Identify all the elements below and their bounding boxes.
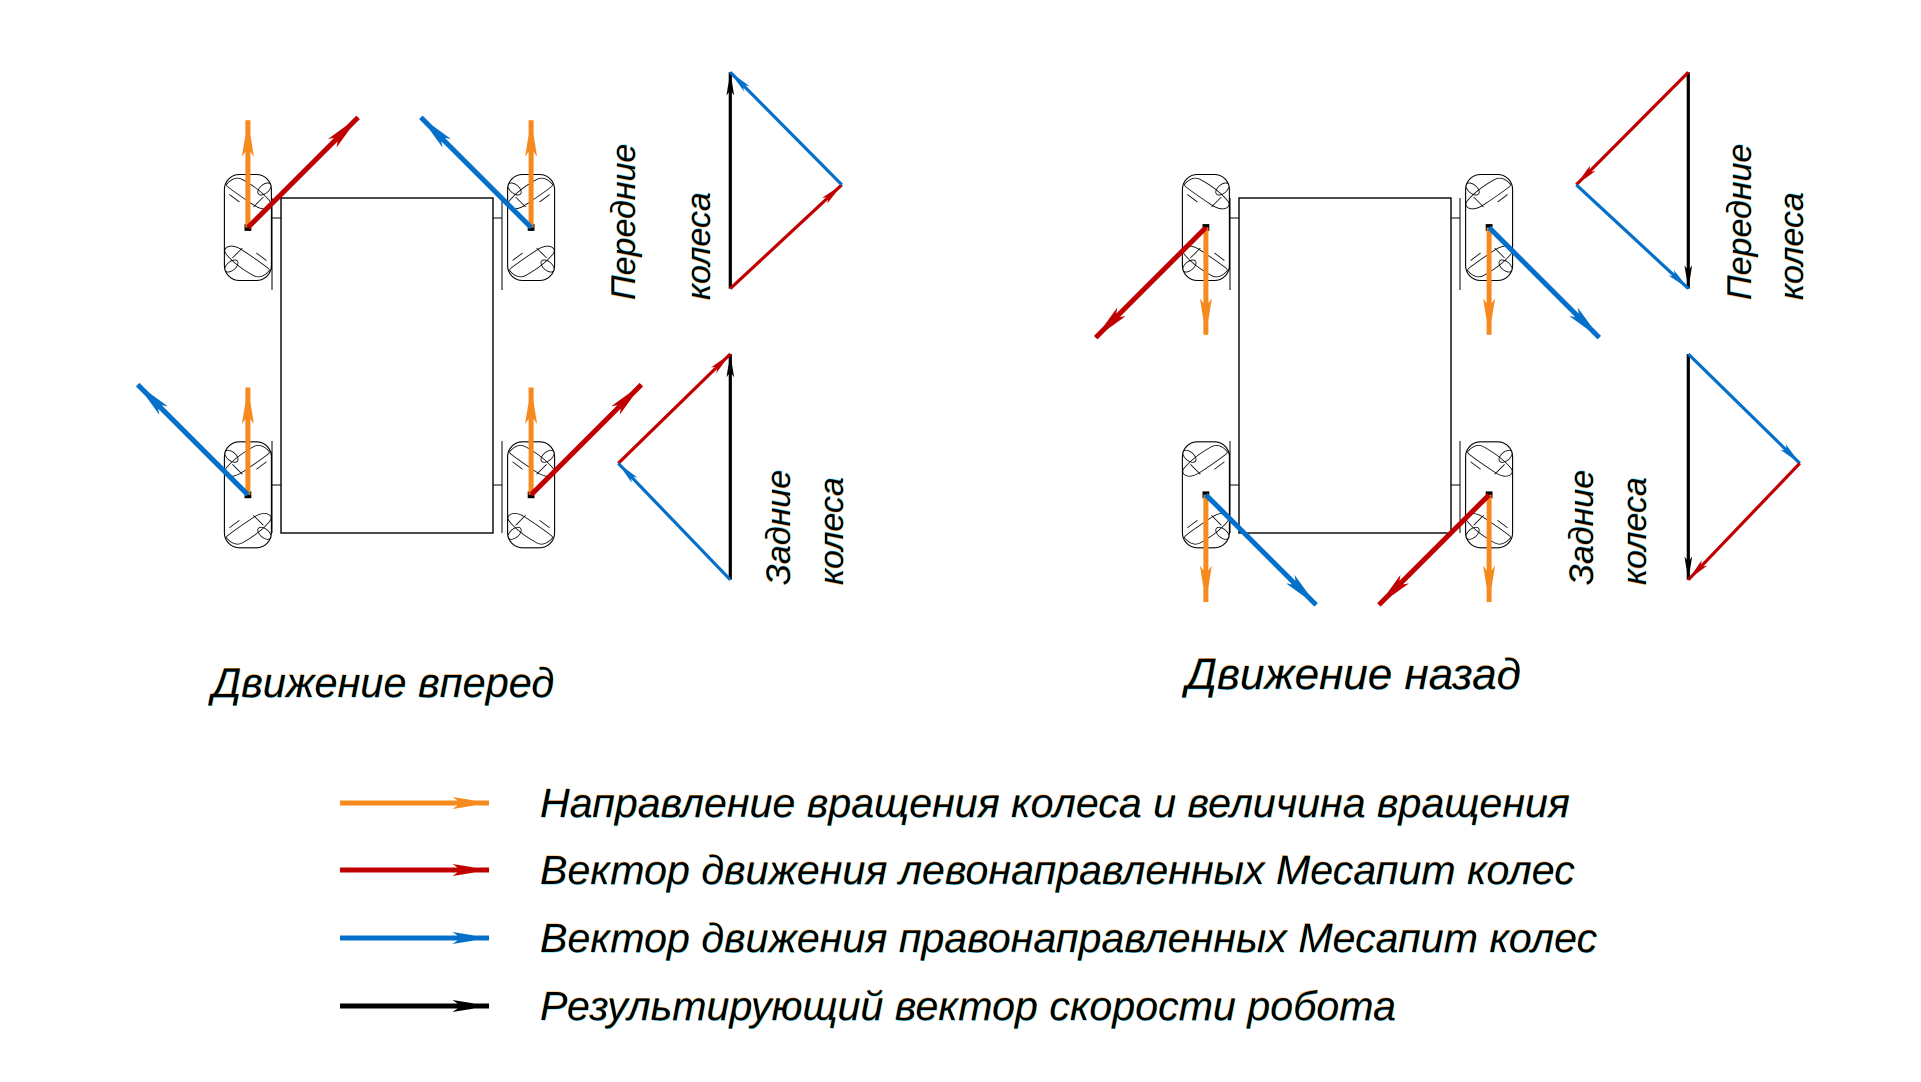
svg-text:Направление вращения колеса и: Направление вращения колеса и величина в…: [540, 780, 1570, 826]
svg-text:Результирующий вектор скорости: Результирующий вектор скорости робота: [540, 983, 1396, 1029]
svg-text:Вектор движения правонаправлен: Вектор движения правонаправленных Месапи…: [540, 915, 1598, 961]
svg-text:колеса: колеса: [1616, 477, 1654, 585]
svg-text:Вектор движения левонаправленн: Вектор движения левонаправленных Месапит…: [540, 847, 1575, 893]
svg-text:Задние: Задние: [760, 470, 798, 585]
svg-text:колеса: колеса: [1773, 192, 1811, 300]
svg-text:колеса: колеса: [680, 192, 718, 300]
svg-text:Передние: Передние: [605, 144, 643, 300]
svg-text:Движение вперед: Движение вперед: [208, 659, 554, 706]
svg-text:колеса: колеса: [813, 477, 851, 585]
svg-text:Движение назад: Движение назад: [1181, 650, 1521, 699]
svg-text:Передние: Передние: [1721, 144, 1759, 300]
svg-text:Задние: Задние: [1563, 470, 1601, 585]
